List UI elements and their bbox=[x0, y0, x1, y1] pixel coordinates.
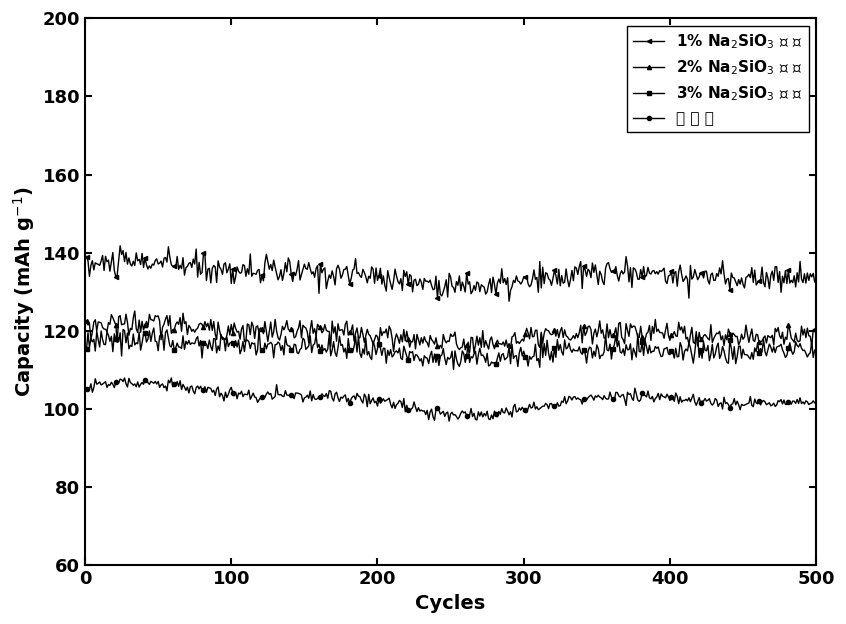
1% Na$_2$SiO$_3$ 包 覆 bbox=[504, 298, 514, 305]
X-axis label: Cycles: Cycles bbox=[415, 594, 486, 613]
1% Na$_2$SiO$_3$ 包 覆 bbox=[478, 282, 488, 290]
2% Na$_2$SiO$_3$ 包 覆 bbox=[430, 341, 440, 348]
3% Na$_2$SiO$_3$ 包 覆 bbox=[448, 366, 459, 373]
未 包 覆 bbox=[683, 397, 693, 404]
Y-axis label: Capacity (mAh g$^{-1}$): Capacity (mAh g$^{-1}$) bbox=[11, 187, 37, 397]
未 包 覆 bbox=[796, 400, 806, 407]
1% Na$_2$SiO$_3$ 包 覆 bbox=[796, 275, 806, 283]
3% Na$_2$SiO$_3$ 包 覆 bbox=[796, 344, 806, 352]
3% Na$_2$SiO$_3$ 包 覆 bbox=[434, 362, 444, 369]
2% Na$_2$SiO$_3$ 包 覆 bbox=[469, 349, 479, 356]
2% Na$_2$SiO$_3$ 包 覆 bbox=[479, 343, 489, 351]
1% Na$_2$SiO$_3$ 包 覆 bbox=[430, 285, 440, 293]
1% Na$_2$SiO$_3$ 包 覆 bbox=[434, 276, 444, 284]
1% Na$_2$SiO$_3$ 包 覆 bbox=[811, 278, 821, 286]
1% Na$_2$SiO$_3$ 包 覆 bbox=[519, 273, 529, 281]
未 包 覆 bbox=[119, 374, 129, 382]
2% Na$_2$SiO$_3$ 包 覆 bbox=[811, 333, 821, 340]
Legend: 1% Na$_2$SiO$_3$ 包 覆, 2% Na$_2$SiO$_3$ 包 覆, 3% Na$_2$SiO$_3$ 包 覆, 未 包 覆: 1% Na$_2$SiO$_3$ 包 覆, 2% Na$_2$SiO$_3$ 包… bbox=[627, 26, 809, 132]
2% Na$_2$SiO$_3$ 包 覆 bbox=[519, 338, 529, 345]
Line: 2% Na$_2$SiO$_3$ 包 覆: 2% Na$_2$SiO$_3$ 包 覆 bbox=[85, 309, 818, 354]
Line: 3% Na$_2$SiO$_3$ 包 覆: 3% Na$_2$SiO$_3$ 包 覆 bbox=[85, 326, 818, 372]
3% Na$_2$SiO$_3$ 包 覆 bbox=[479, 354, 489, 361]
未 包 覆 bbox=[519, 406, 529, 413]
未 包 覆 bbox=[444, 417, 454, 425]
1% Na$_2$SiO$_3$ 包 覆 bbox=[115, 242, 125, 250]
3% Na$_2$SiO$_3$ 包 覆 bbox=[683, 347, 693, 354]
3% Na$_2$SiO$_3$ 包 覆 bbox=[149, 324, 159, 332]
2% Na$_2$SiO$_3$ 包 覆 bbox=[434, 344, 444, 351]
未 包 覆 bbox=[434, 406, 444, 414]
未 包 覆 bbox=[81, 386, 91, 393]
1% Na$_2$SiO$_3$ 包 覆 bbox=[683, 275, 693, 283]
1% Na$_2$SiO$_3$ 包 覆 bbox=[81, 253, 91, 260]
2% Na$_2$SiO$_3$ 包 覆 bbox=[683, 334, 693, 341]
2% Na$_2$SiO$_3$ 包 覆 bbox=[81, 318, 91, 325]
3% Na$_2$SiO$_3$ 包 覆 bbox=[430, 350, 440, 358]
3% Na$_2$SiO$_3$ 包 覆 bbox=[811, 348, 821, 356]
未 包 覆 bbox=[430, 417, 440, 424]
3% Na$_2$SiO$_3$ 包 覆 bbox=[519, 348, 529, 355]
未 包 覆 bbox=[811, 399, 821, 406]
未 包 覆 bbox=[479, 409, 489, 417]
Line: 1% Na$_2$SiO$_3$ 包 覆: 1% Na$_2$SiO$_3$ 包 覆 bbox=[85, 243, 818, 303]
Line: 未 包 覆: 未 包 覆 bbox=[85, 376, 818, 423]
2% Na$_2$SiO$_3$ 包 覆 bbox=[129, 307, 140, 314]
2% Na$_2$SiO$_3$ 包 覆 bbox=[796, 323, 806, 330]
3% Na$_2$SiO$_3$ 包 覆 bbox=[81, 346, 91, 353]
